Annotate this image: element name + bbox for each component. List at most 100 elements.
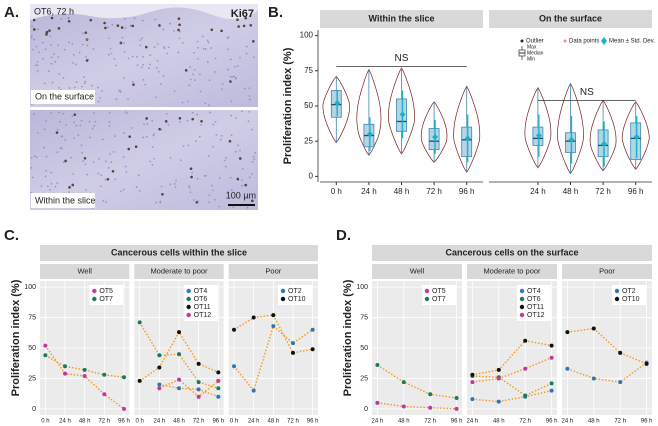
nucleus <box>103 21 106 25</box>
nucleus <box>110 161 113 164</box>
nucleus <box>128 135 132 138</box>
nucleus <box>246 206 249 209</box>
nucleus <box>163 45 166 48</box>
nucleus <box>219 138 222 141</box>
nucleus <box>186 100 189 103</box>
legend-label: Max <box>527 44 537 50</box>
data-point <box>549 343 554 348</box>
x-tick-label: 48 h <box>493 419 505 425</box>
data-point <box>271 313 276 318</box>
nucleus <box>122 42 125 44</box>
nucleus <box>230 134 233 137</box>
y-tick-label: 25 <box>304 136 313 145</box>
nucleus <box>37 28 40 31</box>
legend-box <box>278 285 312 305</box>
data-point <box>177 330 181 335</box>
x-tick-label: 24 h <box>361 187 377 196</box>
nucleus <box>189 191 192 194</box>
nucleus <box>84 31 88 34</box>
legend-label: OT10 <box>622 296 640 303</box>
nucleus <box>118 89 121 92</box>
nucleus <box>57 27 61 30</box>
nucleus <box>212 145 214 148</box>
nucleus <box>196 40 199 43</box>
data-point <box>428 405 433 410</box>
nucleus <box>77 134 80 137</box>
mean <box>535 132 542 139</box>
data-point <box>470 397 475 402</box>
nucleus <box>163 47 166 50</box>
nucleus <box>44 175 47 178</box>
nucleus <box>241 167 244 170</box>
series-line <box>472 389 552 403</box>
x-tick-label: 24 h <box>562 419 574 425</box>
x-tick-label: 24 h <box>59 419 71 425</box>
nucleus <box>214 57 217 60</box>
nucleus <box>85 189 88 191</box>
nucleus <box>212 123 215 126</box>
nucleus <box>196 177 199 180</box>
nucleus <box>160 185 163 188</box>
facet-strip <box>228 264 318 279</box>
nucleus <box>211 184 214 187</box>
legend-box <box>422 285 456 305</box>
nucleus <box>108 37 110 40</box>
nucleus <box>35 156 38 158</box>
nucleus <box>127 147 131 151</box>
nucleus <box>193 199 195 201</box>
nucleus <box>81 32 84 35</box>
nucleus <box>137 174 140 177</box>
nucleus <box>122 188 125 191</box>
nucleus <box>247 120 250 123</box>
data-point <box>157 382 162 387</box>
y-axis-label: Proliferation index (%) <box>282 47 294 164</box>
nucleus <box>148 67 150 70</box>
nucleus <box>233 65 236 68</box>
data-point <box>375 363 380 368</box>
nucleus <box>45 120 48 122</box>
nucleus <box>173 90 176 92</box>
nucleus <box>139 190 141 192</box>
nucleus <box>75 81 78 83</box>
nucleus <box>169 157 172 159</box>
nucleus <box>178 30 181 33</box>
nucleus <box>239 56 241 59</box>
nucleus <box>50 112 53 114</box>
nucleus <box>50 62 53 65</box>
x-tick-label: 24 h <box>530 187 546 196</box>
nucleus <box>194 79 196 82</box>
nucleus <box>49 188 51 191</box>
nucleus <box>71 183 75 187</box>
title-strip <box>372 245 652 261</box>
image-caption: Within the slice <box>35 195 96 205</box>
nucleus <box>123 50 126 53</box>
data-point <box>428 392 433 397</box>
nucleus <box>73 137 76 140</box>
nucleus <box>233 75 236 78</box>
nucleus <box>252 56 255 59</box>
nucleus <box>67 19 71 23</box>
nucleus <box>106 177 110 181</box>
legend-marker <box>280 288 286 294</box>
nucleus <box>220 134 223 137</box>
data-point <box>216 370 221 375</box>
nucleus <box>178 116 182 120</box>
nucleus <box>47 70 50 72</box>
nucleus <box>124 165 127 168</box>
nucleus <box>229 58 232 61</box>
y-tick-label: 75 <box>304 66 313 75</box>
panel-label: D. <box>336 227 351 244</box>
nucleus <box>63 48 66 51</box>
nucleus <box>192 73 194 76</box>
legend-marker <box>186 312 191 318</box>
data-point <box>618 380 623 385</box>
nucleus <box>249 24 253 27</box>
nucleus <box>44 48 47 51</box>
legend-marker <box>563 39 567 43</box>
nucleus <box>59 146 62 149</box>
data-point <box>523 366 528 371</box>
x-tick-label: 24 h <box>372 419 384 425</box>
nucleus <box>154 18 157 21</box>
nucleus <box>142 55 144 58</box>
nucleus <box>208 79 211 82</box>
